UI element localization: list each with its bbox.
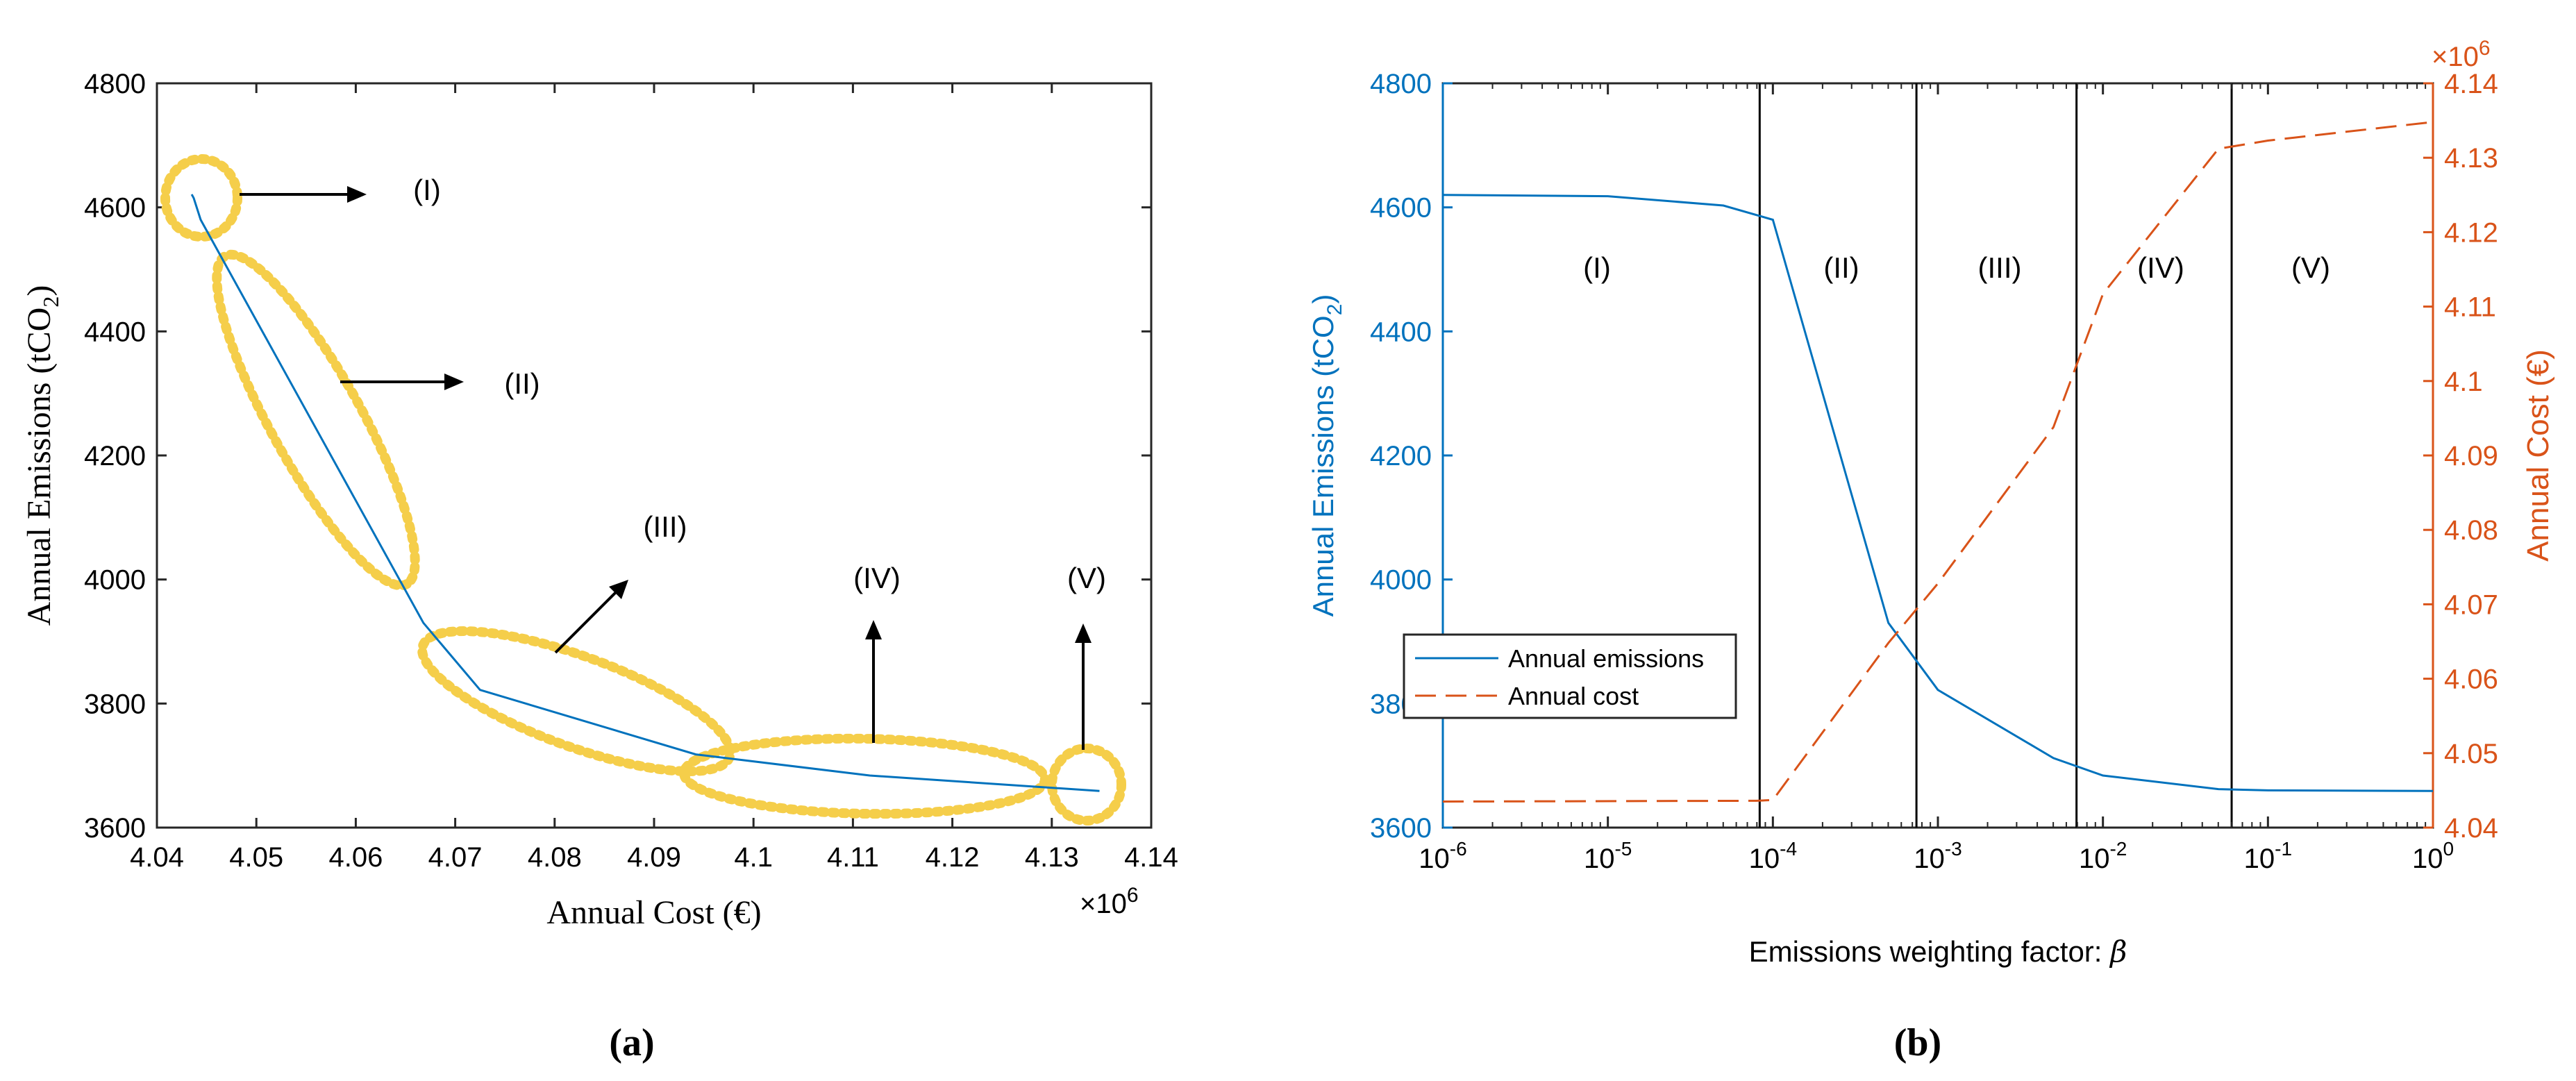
region-b-label-v: (V): [2291, 251, 2330, 284]
b-x-tick-label: 10-4: [1749, 838, 1797, 874]
b-x-tick-label: 10-3: [1914, 838, 1962, 874]
panel-b-region-boundaries: [1758, 83, 2233, 828]
b-right-y-tick-label: 4.14: [2444, 69, 2498, 99]
arrow-iii: [554, 589, 619, 654]
a-x-tick-label: 4.06: [328, 842, 383, 873]
b-left-y-tick-label: 3600: [1370, 813, 1432, 844]
a-x-tick-label: 4.1: [734, 842, 773, 873]
b-left-y-tick-label: 4600: [1370, 193, 1432, 224]
a-x-tick-label: 4.11: [827, 842, 879, 873]
region-label-iii: (III): [644, 510, 687, 543]
b-right-y-tick-label: 4.04: [2444, 813, 2498, 844]
legend-box: [1403, 633, 1737, 719]
panel-b-right-exponent: ×106: [2432, 37, 2491, 72]
panel-b-right-y-axis-label: Annual Cost (€): [2521, 349, 2555, 562]
b-right-y-tick-label: 4.05: [2444, 739, 2498, 769]
a-x-tick-label: 4.08: [528, 842, 582, 873]
b-right-y-tick-label: 4.06: [2444, 664, 2498, 695]
arrowhead-v: [1075, 623, 1092, 643]
highlight-region-v: [1047, 744, 1126, 826]
panel-b-right-y-ticks: 4.04 4.05 4.06 4.07 4.08 4.09 4.1 4.11 4.12 4.13 4…: [2423, 69, 2498, 844]
b-left-y-tick-label: 4400: [1370, 317, 1432, 347]
highlight-region-iv: [679, 733, 1050, 819]
a-y-tick-label: 4000: [84, 565, 146, 596]
region-label-v: (V): [1067, 562, 1106, 594]
panel-a-y-ticks: 3600 3800 4000 4200 4400 4600 4800: [84, 69, 1151, 844]
b-left-y-tick-label: 4800: [1370, 69, 1432, 99]
a-x-tick-label: 4.14: [1124, 842, 1178, 873]
b-right-y-tick-label: 4.08: [2444, 515, 2498, 546]
arrowhead-iii: [609, 580, 628, 599]
arrowhead-ii: [444, 374, 464, 390]
panel-b-x-ticks: 10-6 10-5 10-4 10-3 10-2 10-1 100: [1419, 83, 2454, 874]
arrowhead-iv: [865, 620, 882, 639]
a-x-tick-label: 4.09: [627, 842, 681, 873]
panel-a-plot-area: [156, 82, 1153, 829]
legend-emissions-label: Annual emissions: [1508, 644, 1704, 673]
panel-b-caption: (b): [1894, 1021, 1941, 1064]
a-x-tick-label: 4.07: [428, 842, 483, 873]
series-annual-cost-line: [1442, 121, 2434, 803]
panel-a-highlights: [160, 154, 1126, 826]
b-right-y-tick-label: 4.09: [2444, 441, 2498, 471]
panel-b: 10-6 10-5 10-4 10-3 10-2 10-1 100 360038004000…: [1307, 37, 2555, 1064]
a-x-tick-label: 4.13: [1025, 842, 1079, 873]
panel-a-pareto-line: [190, 194, 1100, 792]
highlight-region-iii: [417, 626, 735, 776]
region-b-label-i: (I): [1583, 251, 1611, 284]
a-y-tick-label: 4800: [84, 69, 146, 99]
b-right-y-tick-label: 4.13: [2444, 143, 2498, 174]
region-b-label-iv: (IV): [2137, 251, 2184, 284]
highlight-region-i: [160, 154, 242, 242]
b-right-y-tick-label: 4.1: [2444, 367, 2483, 397]
panel-a-x-axis-label: Annual Cost (€): [546, 894, 761, 931]
panel-a: 4.04 4.05 4.06 4.07 4.08 4.09 4.1 4.11 4.12 4.13 4…: [21, 69, 1178, 1064]
a-y-tick-label: 4400: [84, 317, 146, 347]
panel-a-arrowheads: [347, 186, 1092, 643]
b-right-y-tick-label: 4.11: [2444, 292, 2496, 323]
b-left-y-tick-label: 4200: [1370, 441, 1432, 471]
panel-a-x-ticks: 4.04 4.05 4.06 4.07 4.08 4.09 4.1 4.11 4.12 4.13 4…: [130, 83, 1178, 873]
a-x-tick-label: 4.05: [229, 842, 283, 873]
panel-a-arrows: [240, 193, 1085, 750]
panel-a-caption: (a): [609, 1021, 654, 1064]
series-annual-emissions-line: [1442, 194, 2434, 792]
region-label-i: (I): [413, 174, 441, 206]
a-x-tick-label: 4.12: [926, 842, 980, 873]
b-x-tick-label: 10-6: [1419, 838, 1466, 874]
b-left-y-tick-label: 4000: [1370, 565, 1432, 596]
panel-b-left-y-axis-label: Annual Emissions (tCO2): [1307, 294, 1346, 617]
a-y-tick-label: 4200: [84, 441, 146, 471]
b-x-tick-label: 10-1: [2244, 838, 2292, 874]
panel-b-legend: Annual emissions Annual cost: [1403, 633, 1737, 719]
arrowhead-i: [347, 186, 367, 203]
panel-b-x-axis-label: Emissions weighting factor: β: [1749, 935, 2127, 969]
b-x-tick-label: 10-5: [1584, 838, 1632, 874]
panel-a-x-exponent: ×106: [1080, 884, 1139, 919]
region-label-iv: (IV): [853, 562, 901, 594]
region-b-label-iii: (III): [1978, 251, 2022, 284]
b-x-tick-label: 100: [2412, 838, 2454, 874]
region-label-ii: (II): [504, 367, 540, 400]
b-right-y-tick-label: 4.07: [2444, 589, 2498, 620]
panel-a-y-axis-label: Annual Emissions (tCO2): [21, 285, 63, 626]
a-x-tick-label: 4.04: [130, 842, 184, 873]
region-b-label-ii: (II): [1823, 251, 1859, 284]
a-y-tick-label: 3600: [84, 813, 146, 844]
a-y-tick-label: 4600: [84, 193, 146, 224]
legend-cost-label: Annual cost: [1508, 682, 1639, 710]
b-right-y-tick-label: 4.12: [2444, 217, 2498, 248]
a-y-tick-label: 3800: [84, 689, 146, 719]
highlight-region-ii: [212, 249, 420, 591]
b-x-tick-label: 10-2: [2079, 838, 2127, 874]
